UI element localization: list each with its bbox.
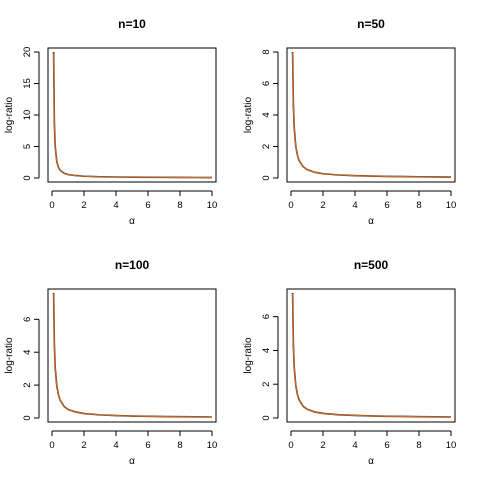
chart-title: n=10 bbox=[118, 17, 146, 31]
x-tick-label: 8 bbox=[416, 200, 421, 211]
x-tick-label: 4 bbox=[352, 200, 357, 211]
x-tick-label: 6 bbox=[145, 440, 150, 451]
y-tick-label: 8 bbox=[261, 49, 272, 54]
x-tick-label: 10 bbox=[446, 440, 457, 451]
y-tick-label: 0 bbox=[22, 175, 33, 180]
series-line-1 bbox=[52, 292, 213, 418]
y-axis-label: log-ratio bbox=[243, 97, 254, 134]
y-tick-label: 10 bbox=[22, 110, 33, 121]
x-tick-label: 10 bbox=[207, 440, 218, 451]
series-line-1 bbox=[291, 51, 452, 178]
x-tick-label: 4 bbox=[352, 440, 357, 451]
y-tick-label: 0 bbox=[261, 415, 272, 420]
x-tick-label: 0 bbox=[49, 200, 54, 211]
x-tick-label: 0 bbox=[288, 200, 293, 211]
x-tick-label: 10 bbox=[446, 200, 457, 211]
y-tick-label: 0 bbox=[261, 175, 272, 180]
x-tick-label: 6 bbox=[384, 200, 389, 211]
y-tick-label: 0 bbox=[22, 415, 33, 420]
plot-area bbox=[47, 47, 217, 183]
series-line-2 bbox=[53, 293, 213, 418]
y-axis-label: log-ratio bbox=[4, 97, 15, 134]
y-axis-label: log-ratio bbox=[4, 337, 15, 374]
x-tick-label: 4 bbox=[113, 200, 118, 211]
y-tick-label: 15 bbox=[22, 78, 33, 89]
x-axis-label: α bbox=[368, 456, 374, 467]
series-line-2 bbox=[53, 53, 213, 179]
y-tick-label: 20 bbox=[22, 47, 33, 58]
x-tick-label: 8 bbox=[177, 200, 182, 211]
series-line-1 bbox=[52, 51, 213, 179]
x-tick-label: 2 bbox=[320, 440, 325, 451]
x-tick-label: 8 bbox=[177, 440, 182, 451]
x-tick-label: 4 bbox=[113, 440, 118, 451]
x-tick-label: 0 bbox=[49, 440, 54, 451]
x-axis-label: α bbox=[368, 216, 374, 227]
plot-area bbox=[286, 47, 456, 183]
series-line-2 bbox=[292, 293, 452, 418]
x-axis-label: α bbox=[129, 216, 135, 227]
y-tick-label: 6 bbox=[261, 81, 272, 86]
y-tick-label: 2 bbox=[261, 144, 272, 149]
y-tick-label: 4 bbox=[261, 112, 272, 117]
x-tick-label: 0 bbox=[288, 440, 293, 451]
x-tick-label: 2 bbox=[320, 200, 325, 211]
plot-area bbox=[286, 288, 456, 423]
chart-title: n=500 bbox=[354, 258, 389, 272]
y-tick-label: 2 bbox=[261, 382, 272, 387]
chart-panel: n=500 0 2 4 6 8 10 α 0 2 4 6 log-ratio bbox=[243, 258, 456, 467]
chart-panel: n=10 0 2 4 6 8 10 α 0 5 10 15 20 log-ratio bbox=[4, 17, 217, 227]
chart-panel: n=50 0 2 4 6 8 10 α 0 2 4 6 8 log-ratio bbox=[243, 17, 456, 227]
chart-panel: n=100 0 2 4 6 8 10 α 0 2 4 6 log-ratio bbox=[4, 258, 217, 467]
plot-area bbox=[47, 288, 217, 423]
x-tick-label: 2 bbox=[81, 440, 86, 451]
x-tick-label: 6 bbox=[384, 440, 389, 451]
chart-title: n=100 bbox=[115, 258, 150, 272]
x-tick-label: 10 bbox=[207, 200, 218, 211]
chart-title: n=50 bbox=[357, 17, 385, 31]
y-tick-label: 4 bbox=[261, 348, 272, 353]
series-line-1 bbox=[291, 292, 452, 418]
y-axis-label: log-ratio bbox=[243, 337, 254, 374]
x-tick-label: 6 bbox=[145, 200, 150, 211]
x-tick-label: 8 bbox=[416, 440, 421, 451]
y-tick-label: 6 bbox=[261, 314, 272, 319]
y-tick-label: 5 bbox=[22, 144, 33, 149]
y-tick-label: 6 bbox=[22, 317, 33, 322]
y-tick-label: 2 bbox=[22, 382, 33, 387]
x-tick-label: 2 bbox=[81, 200, 86, 211]
x-axis-label: α bbox=[129, 456, 135, 467]
y-tick-label: 4 bbox=[22, 350, 33, 355]
series-line-2 bbox=[292, 52, 452, 178]
